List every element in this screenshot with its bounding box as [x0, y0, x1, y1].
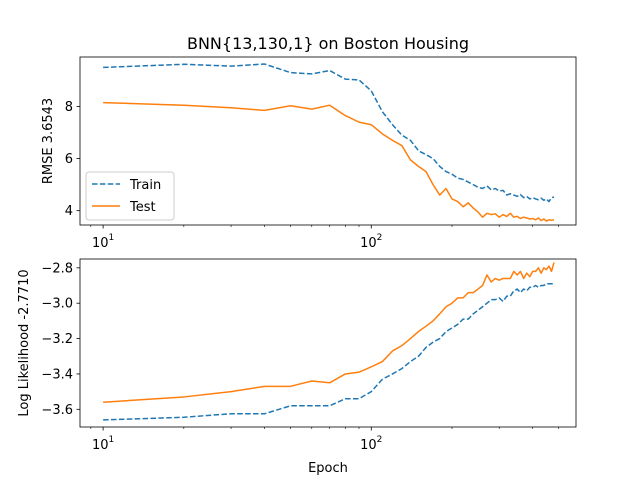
y-tick-label: −3.6	[41, 403, 73, 418]
legend-train-label: Train	[129, 178, 161, 193]
loglik-axes-frame	[79, 258, 577, 428]
y-tick-label: −3.4	[41, 367, 73, 382]
loglik-series-group	[103, 262, 555, 421]
log-likelihood-panel: Log Likelihood -2.7710 101 102 −3.6 −3.4 −3.…	[17, 258, 577, 476]
legend: Train Test	[85, 171, 175, 221]
rmse-series-group	[103, 63, 555, 222]
train-series-line	[103, 283, 554, 421]
x-tick-label: 102	[360, 233, 382, 251]
loglik-axis-ticks: 101 102 −3.6 −3.4 −3.2 −3.0 −2.8	[41, 261, 560, 453]
x-tick-label: 102	[360, 435, 382, 453]
test-series-line	[103, 262, 555, 403]
x-axis-label: Epoch	[308, 461, 348, 476]
rmse-axis-ticks: 101 102 4 6 8	[65, 100, 560, 251]
chart-title: BNN{13,130,1} on Boston Housing	[187, 34, 469, 53]
x-tick-label: 101	[92, 435, 114, 453]
train-series-line	[103, 63, 555, 203]
y-tick-label: 4	[65, 204, 73, 219]
rmse-axes-frame	[79, 56, 577, 226]
loglik-y-axis-label: Log Likelihood -2.7710	[17, 269, 32, 416]
x-tick-label: 101	[92, 233, 114, 251]
test-series-line	[103, 101, 555, 222]
y-tick-label: −2.8	[41, 261, 73, 276]
y-tick-label: 6	[65, 152, 73, 167]
legend-test-label: Test	[129, 200, 156, 215]
y-tick-label: −3.0	[41, 297, 73, 312]
y-tick-label: −3.2	[41, 332, 73, 347]
y-tick-label: 8	[65, 100, 73, 115]
rmse-panel: BNN{13,130,1} on Boston Housing RMSE 3.6…	[41, 34, 577, 251]
rmse-y-axis-label: RMSE 3.6543	[41, 98, 56, 184]
